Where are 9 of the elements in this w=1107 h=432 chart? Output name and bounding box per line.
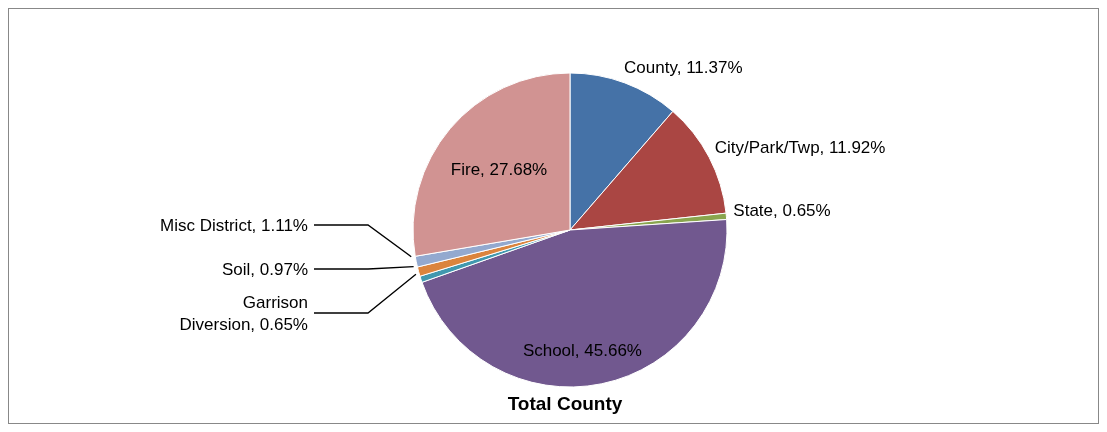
slice-label: County, 11.37% [624, 57, 743, 77]
slice-label: School, 45.66% [522, 340, 642, 360]
text: Total County [507, 392, 623, 414]
slice-label: Misc District, 1.11% [160, 215, 308, 235]
slice-label: City/Park/Twp, 11.92% [714, 137, 886, 157]
slice-label: Garrison Diversion, 0.65% [179, 292, 308, 334]
slice-label: Soil, 0.97% [222, 259, 308, 279]
slice-label: State, 0.65% [733, 200, 831, 220]
slice-label: Fire, 27.68% [450, 159, 548, 179]
